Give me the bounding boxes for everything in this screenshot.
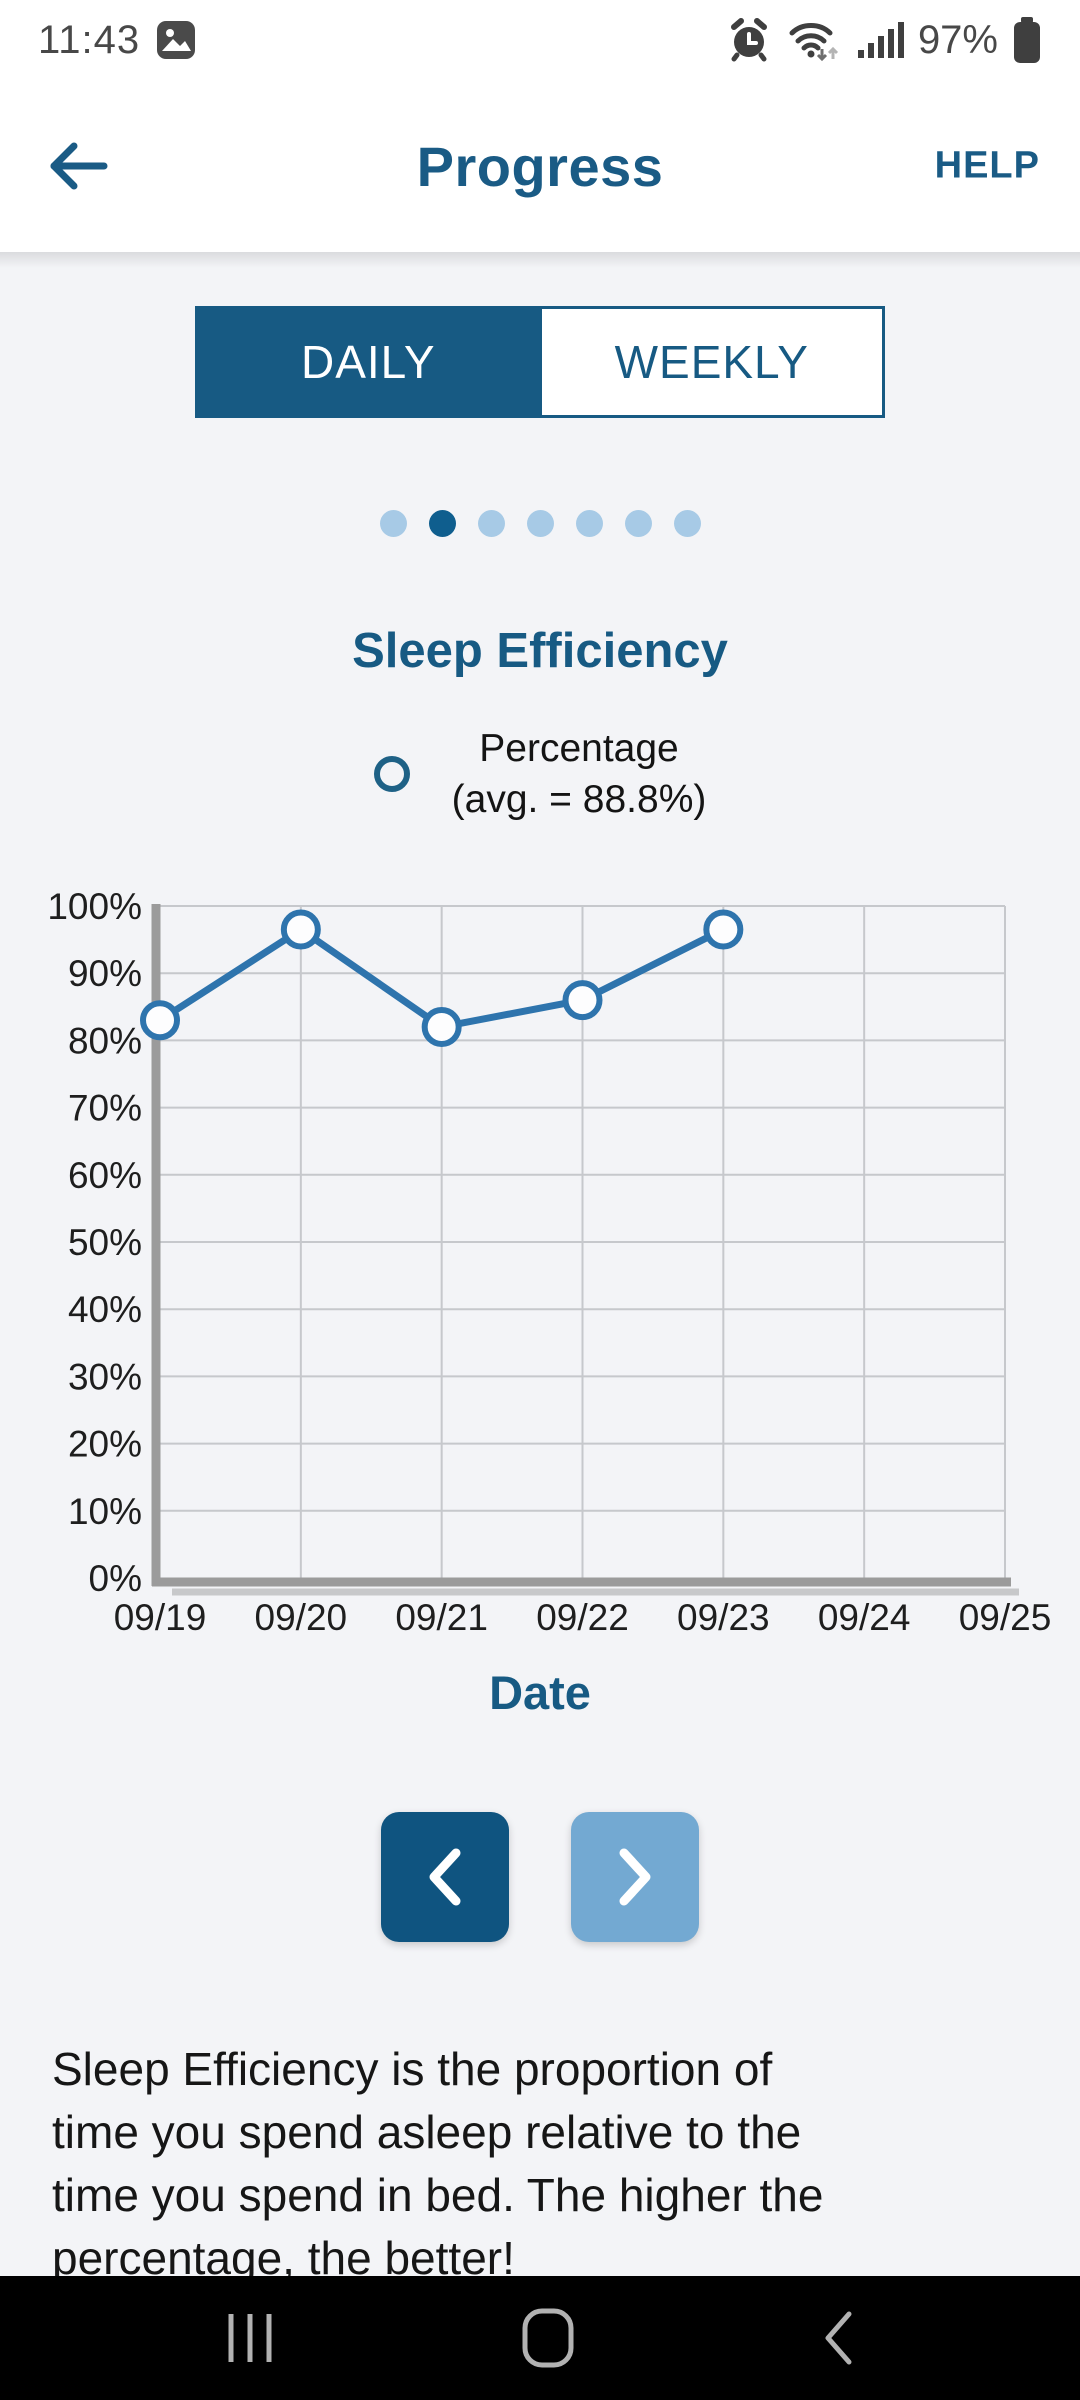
chevron-right-icon bbox=[619, 1848, 651, 1906]
svg-text:90%: 90% bbox=[68, 953, 142, 994]
carousel-dot-2[interactable] bbox=[428, 510, 456, 537]
previous-date-button[interactable] bbox=[381, 1811, 509, 1942]
help-button[interactable]: HELP bbox=[934, 144, 1040, 187]
home-button[interactable] bbox=[521, 2307, 575, 2369]
signal-icon bbox=[857, 22, 904, 58]
carousel-dot-6[interactable] bbox=[624, 510, 652, 537]
daily-weekly-toggle: DAILY WEEKLY bbox=[195, 306, 885, 418]
sleep-efficiency-chart: 0% 10% 20% 30% 40% 50% 60% 70% 80% 90% 100% 09/19 09… bbox=[47, 886, 1052, 1638]
carousel-dot-5[interactable] bbox=[575, 510, 603, 537]
svg-text:10%: 10% bbox=[68, 1491, 142, 1532]
back-button[interactable] bbox=[42, 136, 112, 196]
carousel-dots bbox=[0, 510, 1080, 537]
svg-text:20%: 20% bbox=[68, 1424, 142, 1465]
chart-legend: Percentage (avg. = 88.8%) bbox=[0, 723, 1080, 826]
svg-text:09/22: 09/22 bbox=[536, 1597, 629, 1638]
carousel-dot-1[interactable] bbox=[379, 510, 407, 537]
tab-weekly[interactable]: WEEKLY bbox=[538, 309, 882, 415]
svg-text:50%: 50% bbox=[68, 1222, 142, 1263]
clock-time: 11:43 bbox=[38, 17, 141, 62]
nav-back-button[interactable] bbox=[821, 2309, 855, 2367]
svg-text:0%: 0% bbox=[89, 1558, 142, 1599]
svg-text:70%: 70% bbox=[68, 1088, 142, 1129]
page-title: Progress bbox=[416, 134, 664, 198]
back-chevron-icon bbox=[825, 2311, 852, 2365]
x-axis-title: Date bbox=[489, 1665, 591, 1719]
svg-text:100%: 100% bbox=[47, 886, 142, 927]
tab-daily[interactable]: DAILY bbox=[198, 309, 539, 415]
svg-text:09/25: 09/25 bbox=[959, 1597, 1052, 1638]
carousel-dot-4[interactable] bbox=[526, 510, 554, 537]
arrow-left-icon bbox=[50, 142, 108, 190]
next-date-button[interactable] bbox=[571, 1811, 699, 1942]
svg-text:09/21: 09/21 bbox=[395, 1597, 488, 1638]
status-bar: 11:43 97% bbox=[0, 0, 1080, 80]
recents-button[interactable] bbox=[225, 2310, 275, 2366]
svg-text:09/24: 09/24 bbox=[818, 1597, 911, 1638]
svg-text:09/19: 09/19 bbox=[114, 1597, 207, 1638]
svg-text:09/23: 09/23 bbox=[677, 1597, 770, 1638]
recents-icon bbox=[228, 2314, 272, 2362]
gallery-notification-icon bbox=[157, 21, 196, 59]
battery-icon bbox=[1014, 17, 1040, 63]
battery-percent: 97% bbox=[917, 17, 998, 62]
legend-label: Percentage (avg. = 88.8%) bbox=[451, 727, 707, 822]
alarm-icon bbox=[730, 18, 767, 62]
wifi-icon bbox=[789, 23, 838, 62]
chart-title: Sleep Efficiency bbox=[352, 624, 728, 678]
svg-text:40%: 40% bbox=[68, 1289, 142, 1330]
svg-text:80%: 80% bbox=[68, 1020, 142, 1061]
svg-text:60%: 60% bbox=[68, 1155, 142, 1196]
description-text: Sleep Efficiency is the proportion of tim… bbox=[52, 2042, 824, 2284]
carousel-dot-7[interactable] bbox=[673, 510, 701, 537]
legend-circle-icon bbox=[373, 756, 410, 793]
carousel-dot-3[interactable] bbox=[477, 510, 505, 537]
home-icon bbox=[522, 2308, 574, 2368]
chart-container: 0% 10% 20% 30% 40% 50% 60% 70% 80% 90% 100% 09/19 09… bbox=[0, 846, 1080, 1651]
date-pager bbox=[0, 1811, 1080, 1942]
chevron-left-icon bbox=[429, 1848, 461, 1906]
app-header: Progress HELP bbox=[0, 80, 1080, 268]
android-navigation-bar bbox=[0, 2276, 1080, 2400]
svg-text:09/20: 09/20 bbox=[255, 1597, 348, 1638]
svg-text:30%: 30% bbox=[68, 1356, 142, 1397]
